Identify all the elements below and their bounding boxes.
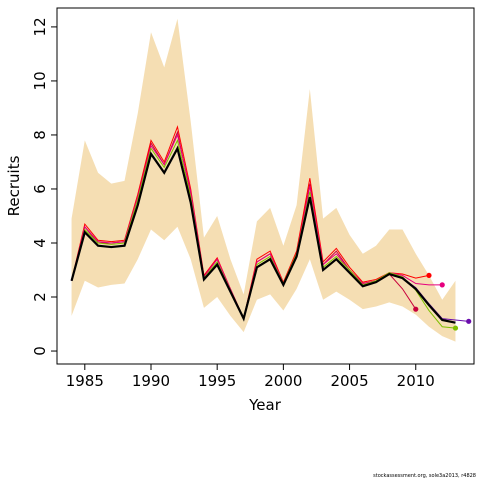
y-tick-label: 2 [31,292,49,302]
y-tick-label: 4 [31,238,49,248]
plot-frame [56,7,475,365]
y-tick-label: 6 [31,184,49,194]
end-point [452,325,459,331]
x-tick-label: 1985 [66,372,104,390]
caption: stockassessment.org, sole3a2013, r4828 [373,473,476,479]
y-tick-label: 12 [31,17,49,36]
y-tick-label: 10 [31,71,49,90]
x-tick-label: 1990 [132,372,170,390]
y-tick-label: 0 [31,346,49,356]
x-tick-label: 2000 [264,372,302,390]
series-line [70,145,456,324]
y-tick-label: 8 [31,130,49,140]
x-tick-label: 2005 [330,372,368,390]
end-point [426,272,432,279]
y-axis-label: Recruits [5,155,23,216]
x-tick-label: 1995 [198,372,236,390]
series-line [71,138,456,329]
x-axis-label: Year [248,396,282,414]
confidence-band [71,18,456,342]
end-point [413,306,419,312]
end-point [439,282,445,288]
x-tick-label: 2010 [397,372,435,390]
end-point [466,318,472,324]
